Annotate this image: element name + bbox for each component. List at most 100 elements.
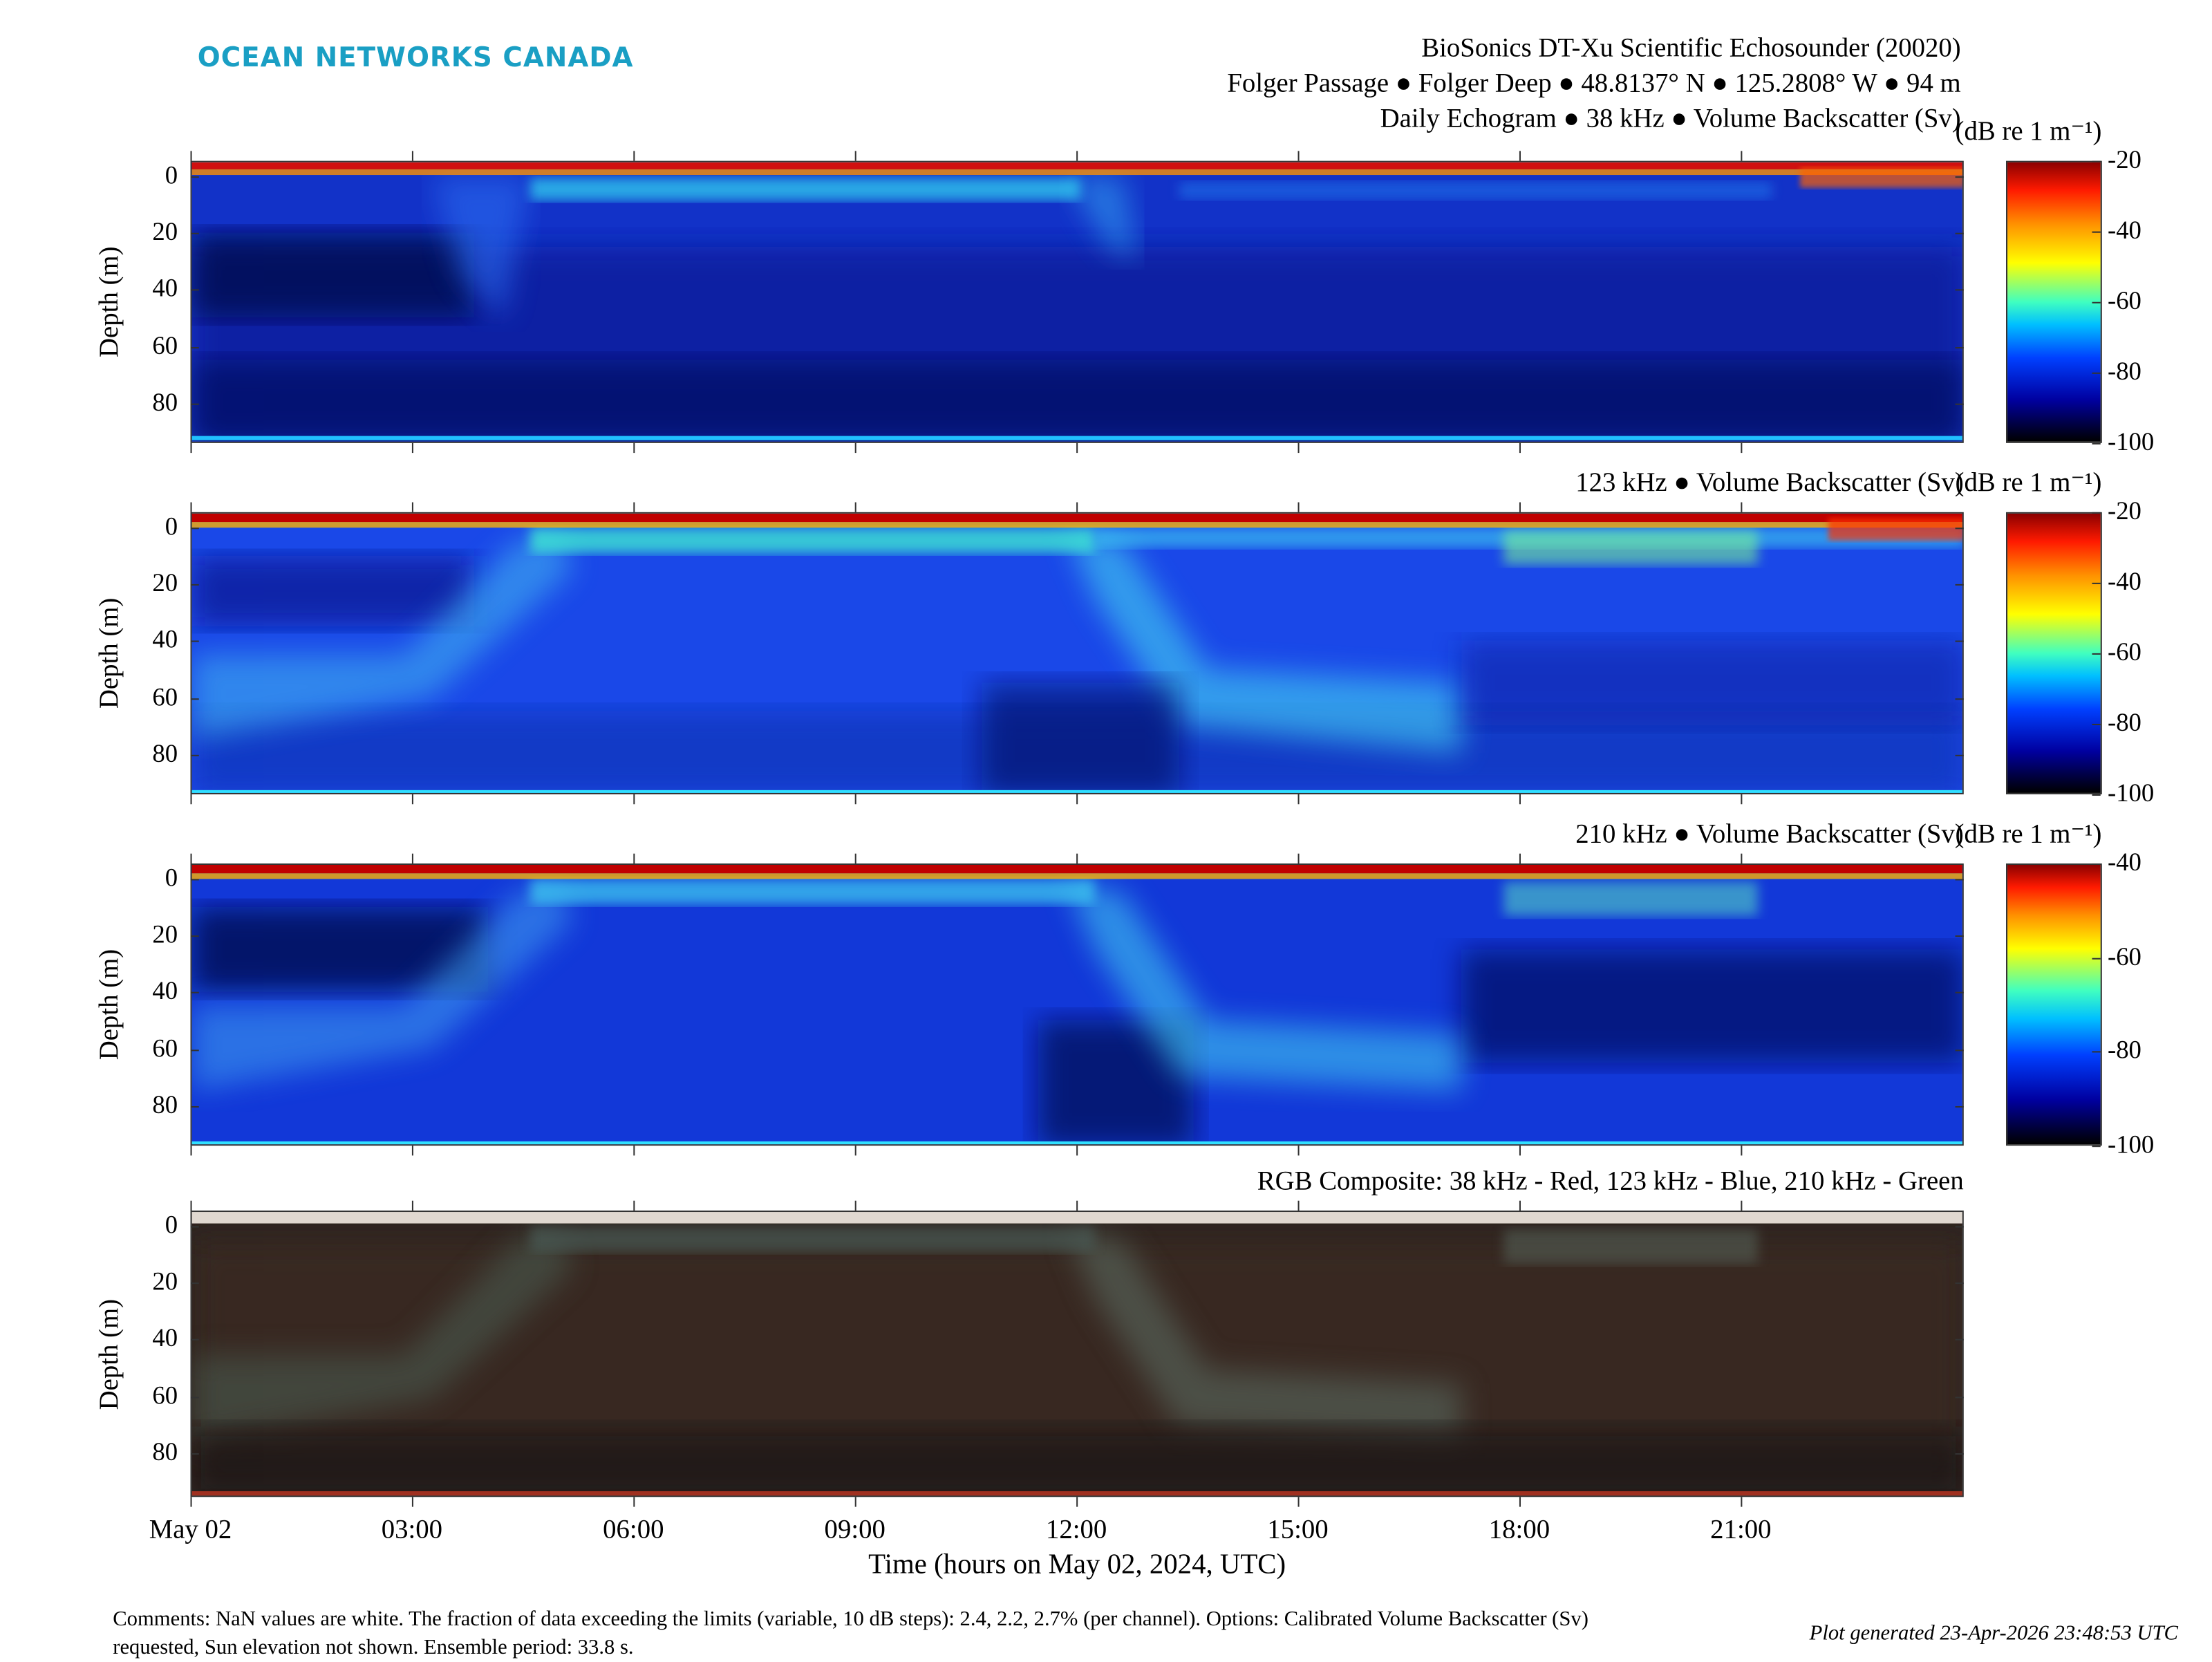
y-tick-mark [190, 176, 199, 178]
figure-title: BioSonics DT-Xu Scientific Echosounder (… [1421, 33, 1961, 64]
y-tick-label: 80 [152, 387, 178, 416]
colorbar-tick-label: -60 [2107, 637, 2141, 666]
y-tick-mark [190, 527, 199, 530]
y-tick-label: 80 [152, 1437, 178, 1466]
x-tick-mark [1519, 442, 1521, 454]
y-tick-mark [190, 1453, 199, 1455]
colorbar-tick-mark [2092, 231, 2101, 233]
x-tick-mark [411, 853, 413, 863]
colorbar-tick-mark [2092, 582, 2101, 584]
echogram-panel [190, 1211, 1964, 1497]
y-tick-mark [190, 1282, 199, 1285]
panel-title: 123 kHz ● Volume Backscatter (Sv) [1575, 468, 1964, 498]
x-tick-mark [854, 1200, 856, 1211]
x-tick-mark [190, 1146, 192, 1156]
colorbar-tick-mark [2092, 653, 2101, 655]
y-tick-mark [1955, 641, 1964, 643]
y-tick-label: 40 [152, 274, 178, 303]
x-tick-mark [1297, 442, 1300, 454]
x-tick-mark [1519, 853, 1521, 863]
x-tick-label: 09:00 [824, 1515, 885, 1545]
y-tick-mark [1955, 233, 1964, 235]
y-axis-label: Depth (m) [82, 1211, 138, 1497]
colorbar-tick-mark [2092, 160, 2101, 162]
x-tick-label: May 02 [149, 1515, 232, 1545]
y-axis-label: Depth (m) [82, 161, 138, 443]
y-tick-mark [190, 346, 199, 348]
y-tick-mark [1955, 698, 1964, 700]
y-tick-mark [190, 1226, 199, 1228]
y-tick-mark [190, 754, 199, 756]
x-tick-mark [1297, 1146, 1300, 1156]
y-tick-mark [1955, 935, 1964, 937]
x-tick-mark [190, 442, 192, 454]
y-tick-mark [1955, 584, 1964, 586]
colorbar-tick-mark [2092, 794, 2101, 796]
x-tick-mark [1519, 151, 1521, 161]
colorbar-tick-label: -60 [2107, 942, 2141, 971]
y-tick-mark [1955, 1339, 1964, 1341]
x-tick-mark [1297, 1200, 1300, 1211]
x-tick-mark [1076, 1146, 1078, 1156]
y-tick-mark [190, 698, 199, 700]
x-tick-mark [854, 853, 856, 863]
y-tick-mark [1955, 1226, 1964, 1228]
plot-generated-timestamp: Plot generated 23-Apr-2026 23:48:53 UTC [1809, 1622, 2178, 1645]
x-tick-mark [854, 151, 856, 161]
x-tick-mark [1076, 502, 1078, 512]
y-tick-mark [1955, 1105, 1964, 1108]
y-tick-mark [1955, 1282, 1964, 1285]
echogram-panel [190, 863, 1964, 1146]
x-tick-mark [1519, 794, 1521, 805]
y-axis-label-text: Depth (m) [94, 1298, 124, 1410]
x-tick-mark [1297, 853, 1300, 863]
colorbar-tick-mark [2092, 1052, 2101, 1054]
ocean-networks-canada-logo: OCEAN NETWORKS CANADA [197, 42, 634, 74]
colorbar-tick-mark [2092, 723, 2101, 725]
y-tick-mark [190, 233, 199, 235]
x-tick-mark [411, 1497, 413, 1507]
colorbar-tick-label: -100 [2107, 1130, 2155, 1159]
y-tick-label: 40 [152, 625, 178, 654]
x-tick-mark [1741, 151, 1743, 161]
y-tick-label: 0 [165, 512, 178, 541]
y-tick-mark [1955, 527, 1964, 530]
x-tick-mark [633, 502, 635, 512]
colorbar-tick-mark [2092, 372, 2101, 374]
x-tick-mark [190, 502, 192, 512]
y-tick-label: 20 [152, 920, 178, 949]
y-tick-label: 40 [152, 977, 178, 1005]
x-tick-mark [1741, 1497, 1743, 1507]
x-tick-mark [411, 151, 413, 161]
y-axis-label-text: Depth (m) [94, 246, 124, 357]
x-tick-mark [854, 502, 856, 512]
y-tick-mark [1955, 1049, 1964, 1051]
x-tick-label: 03:00 [381, 1515, 443, 1545]
x-tick-mark [411, 1200, 413, 1211]
x-tick-mark [1741, 502, 1743, 512]
x-tick-mark [1741, 1200, 1743, 1211]
y-axis-label: Depth (m) [82, 512, 138, 794]
colorbar-label: (dB re 1 m⁻¹) [1955, 117, 2102, 147]
x-tick-mark [190, 1497, 192, 1507]
x-tick-mark [1519, 1497, 1521, 1507]
y-tick-mark [190, 290, 199, 292]
echogram-image [191, 865, 1962, 1145]
y-tick-mark [1955, 403, 1964, 405]
x-tick-mark [1741, 442, 1743, 454]
x-tick-mark [1076, 442, 1078, 454]
y-tick-mark [1955, 754, 1964, 756]
colorbar-tick-label: -100 [2107, 427, 2155, 456]
echogram-image [191, 1212, 1962, 1496]
y-tick-label: 60 [152, 1381, 178, 1410]
y-tick-label: 20 [152, 568, 178, 597]
y-tick-mark [1955, 290, 1964, 292]
x-tick-mark [190, 151, 192, 161]
x-tick-mark [1076, 1200, 1078, 1211]
y-tick-label: 0 [165, 863, 178, 892]
colorbar-tick-label: -40 [2107, 216, 2141, 245]
x-axis-label: Time (hours on May 02, 2024, UTC) [868, 1549, 1286, 1580]
x-tick-mark [633, 1497, 635, 1507]
colorbar-tick-mark [2092, 1146, 2101, 1148]
x-tick-mark [1076, 1497, 1078, 1507]
